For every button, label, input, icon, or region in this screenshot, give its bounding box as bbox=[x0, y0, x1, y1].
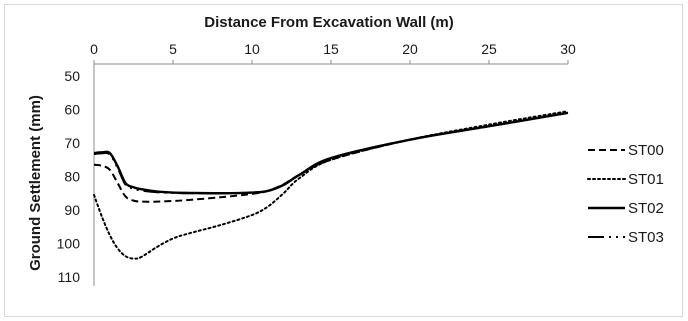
y-tick-label: 60 bbox=[64, 102, 80, 118]
x-tick-label: 30 bbox=[560, 41, 576, 57]
x-tick-label: 10 bbox=[244, 41, 260, 57]
y-tick-label: 100 bbox=[57, 236, 81, 252]
legend-label-st01: ST01 bbox=[628, 171, 664, 188]
x-tick-label: 20 bbox=[402, 41, 418, 57]
x-axis-title: Distance From Excavation Wall (m) bbox=[204, 14, 454, 31]
series-line-st01 bbox=[93, 110, 569, 260]
plot-area bbox=[93, 110, 569, 260]
chart-frame bbox=[4, 4, 683, 317]
y-tick-label: 110 bbox=[58, 269, 81, 285]
legend-label-st02: ST02 bbox=[628, 200, 664, 217]
legend: ST00 ST01 ST02 ST03 bbox=[587, 142, 664, 246]
legend-label-st00: ST00 bbox=[628, 142, 664, 159]
y-tick-label: 90 bbox=[64, 202, 80, 218]
x-tick-label: 0 bbox=[90, 41, 98, 57]
x-tick-labels: 0 5 10 15 20 25 30 bbox=[90, 41, 576, 64]
series-line-st00 bbox=[93, 111, 569, 203]
y-axis-title: Ground Settlement (mm) bbox=[27, 95, 44, 271]
y-tick-label: 70 bbox=[64, 135, 80, 151]
y-tick-label: 50 bbox=[64, 68, 80, 84]
y-tick-label: 80 bbox=[64, 169, 80, 185]
x-tick-label: 5 bbox=[169, 41, 177, 57]
y-tick-labels: 50 60 70 80 90 100 110 bbox=[57, 68, 81, 285]
series-line-st03 bbox=[93, 111, 569, 195]
x-tick-label: 25 bbox=[481, 41, 497, 57]
x-tick-label: 15 bbox=[323, 41, 339, 57]
legend-label-st03: ST03 bbox=[628, 229, 664, 246]
